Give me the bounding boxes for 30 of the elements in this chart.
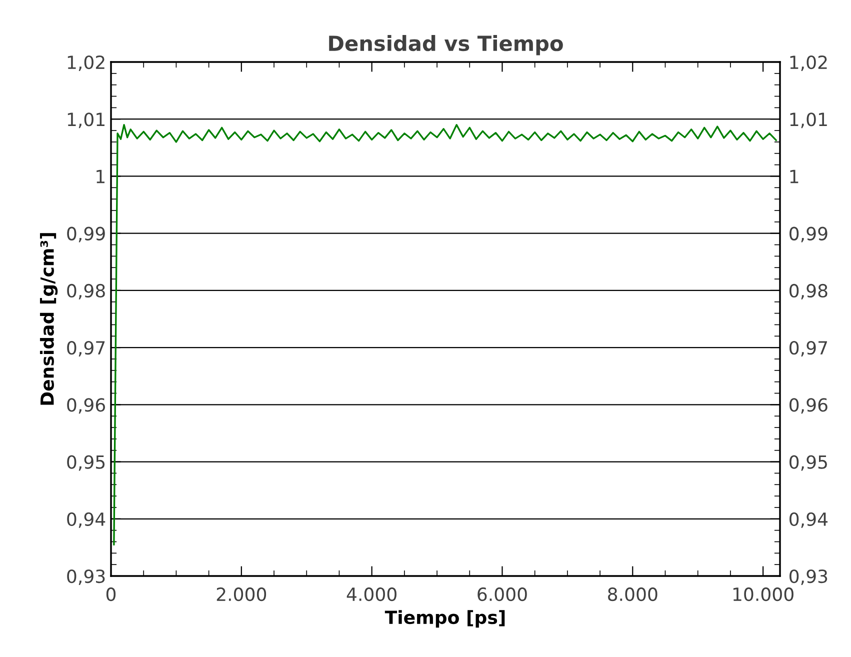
- y-tick-label: 0,94: [67, 512, 106, 528]
- y-axis-title: Densidad [g/cm³]: [40, 233, 58, 405]
- y-tick-label: 0,95: [67, 455, 105, 471]
- y-tick-label: 0,96: [67, 398, 105, 414]
- x-axis-title: Tiempo [ps]: [384, 610, 505, 628]
- y2-tick-label: 0,99: [790, 226, 828, 242]
- chart-title: Densidad vs Tiempo: [329, 35, 563, 56]
- x-tick-label: 8.000: [608, 587, 658, 602]
- y2-tick-label: 0,98: [790, 284, 828, 300]
- x-tick-label: 4.000: [346, 587, 396, 602]
- y-tick-label: 1: [96, 170, 104, 184]
- y-tick-label: 1,02: [68, 55, 104, 71]
- y2-tick-label: 0,96: [790, 398, 828, 414]
- x-tick-label: 0: [106, 587, 116, 602]
- y-tick-label: 0,93: [67, 569, 105, 585]
- y2-tick-label: 0,95: [790, 455, 827, 471]
- y2-tick-label: 0,94: [790, 512, 828, 528]
- y-tick-label: 1,01: [68, 112, 104, 128]
- y2-tick-label: 1,02: [790, 55, 827, 71]
- y2-tick-label: 1,01: [790, 112, 827, 128]
- x-tick-label: 6.000: [478, 587, 527, 602]
- y-tick-label: 0,97: [67, 341, 105, 357]
- y2-tick-label: 0,93: [790, 569, 828, 585]
- y-tick-label: 0,98: [67, 284, 105, 300]
- y2-tick-label: 0,97: [790, 341, 827, 357]
- x-tick-label: 10.000: [733, 587, 794, 602]
- y-tick-label: 0,99: [67, 226, 105, 242]
- y2-tick-label: 1: [790, 170, 798, 184]
- x-tick-label: 2.000: [216, 587, 266, 602]
- line-series: [113, 124, 777, 546]
